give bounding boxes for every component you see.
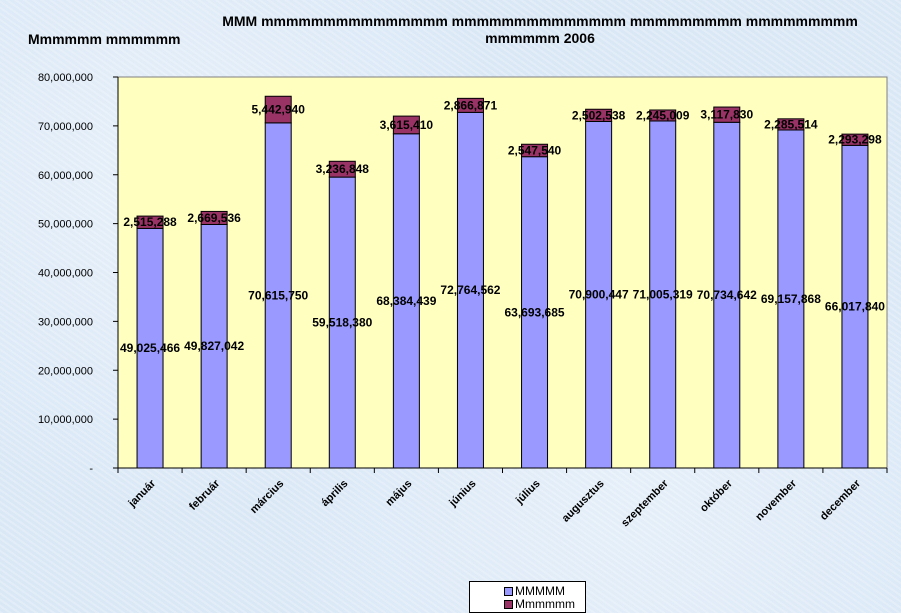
- bar-1: [649, 120, 677, 469]
- bar-1: [456, 111, 484, 469]
- data-label: 2,669,536: [187, 211, 241, 225]
- data-label: 5,442,940: [252, 103, 306, 117]
- bar-2: [777, 118, 805, 131]
- x-tick-label: december: [818, 477, 864, 523]
- bar-2: [328, 160, 356, 178]
- legend-swatch-series-2: [504, 600, 513, 609]
- legend: MMMMM Mmmmmm: [469, 581, 586, 613]
- y-tick-label: 10,000,000: [38, 414, 93, 426]
- plot-area: [117, 76, 888, 469]
- data-label: 2,547,540: [508, 143, 562, 157]
- data-label: 2,293,298: [828, 133, 882, 147]
- bar-1: [264, 122, 292, 469]
- bar-1: [392, 133, 420, 469]
- bar-2: [713, 106, 741, 123]
- y-tick-label: 70,000,000: [38, 121, 93, 133]
- y-tick-label: 40,000,000: [38, 268, 93, 280]
- legend-swatch-series-1: [504, 587, 513, 596]
- data-label: 3,236,848: [316, 162, 370, 176]
- data-label: 2,245,009: [636, 108, 690, 122]
- data-label: 70,615,750: [248, 288, 308, 302]
- data-label: 69,157,868: [761, 292, 821, 306]
- legend-label: MMMMM: [515, 584, 565, 598]
- x-tick-label: február: [187, 477, 223, 513]
- bar-2: [200, 210, 228, 225]
- x-tick-label: június: [446, 478, 478, 510]
- x-tick-label: január: [126, 477, 159, 510]
- data-label: 49,827,042: [184, 339, 244, 353]
- bar-2: [456, 97, 484, 113]
- data-label: 2,285,514: [764, 117, 818, 131]
- x-tick-label: szeptember: [619, 477, 671, 529]
- data-label: 2,866,871: [444, 98, 498, 112]
- legend-label: Mmmmmm: [515, 597, 575, 611]
- data-label: 71,005,319: [633, 287, 693, 301]
- data-label: 68,384,439: [376, 294, 436, 308]
- bar-2: [585, 108, 613, 122]
- x-tick-label: május: [384, 478, 415, 509]
- data-label: 59,518,380: [312, 316, 372, 330]
- bar-2: [136, 215, 164, 229]
- legend-item: MMMMM: [504, 585, 585, 598]
- x-tick-label: augusztus: [560, 478, 607, 525]
- data-label: 2,515,288: [123, 215, 177, 229]
- x-tick-label: október: [698, 477, 736, 515]
- bar-1: [841, 144, 869, 469]
- data-label: 70,734,642: [697, 288, 757, 302]
- x-tick-label: november: [753, 477, 799, 523]
- x-tick-label: július: [513, 478, 543, 508]
- y-tick-label: 20,000,000: [38, 365, 93, 377]
- data-label: 49,025,466: [120, 341, 180, 355]
- y-axis-label: Mmmmmm mmmmmm: [28, 31, 181, 47]
- bar-2: [264, 95, 292, 124]
- bar-2: [521, 143, 549, 158]
- y-tick-label: -: [89, 463, 93, 475]
- bar-2: [392, 115, 420, 135]
- bar-2: [649, 109, 677, 122]
- x-tick-label: április: [319, 478, 350, 509]
- y-tick-label: 30,000,000: [38, 316, 93, 328]
- data-label: 72,764,562: [440, 283, 500, 297]
- data-label: 63,693,685: [505, 305, 565, 319]
- bar-1: [200, 223, 228, 469]
- y-tick-label: 80,000,000: [38, 72, 93, 84]
- chart-title: MMM mmmmmmmmmmmmmmm mmmmmmmmmmmmmm mmmmm…: [222, 13, 858, 46]
- bar-1: [136, 227, 164, 469]
- data-label: 70,900,447: [569, 288, 629, 302]
- bar-1: [585, 120, 613, 469]
- y-tick-label: 50,000,000: [38, 219, 93, 231]
- bar-2: [841, 133, 869, 146]
- bar-1: [713, 121, 741, 469]
- data-label: 3,615,410: [380, 118, 434, 132]
- y-tick-label: 60,000,000: [38, 170, 93, 182]
- data-label: 3,117,830: [700, 108, 753, 122]
- bar-1: [521, 156, 549, 469]
- x-tick-label: március: [248, 478, 286, 516]
- data-label: 2,502,538: [572, 108, 626, 122]
- bar-1: [777, 129, 805, 469]
- legend-item: Mmmmmm: [504, 598, 585, 611]
- data-label: 66,017,840: [825, 300, 885, 314]
